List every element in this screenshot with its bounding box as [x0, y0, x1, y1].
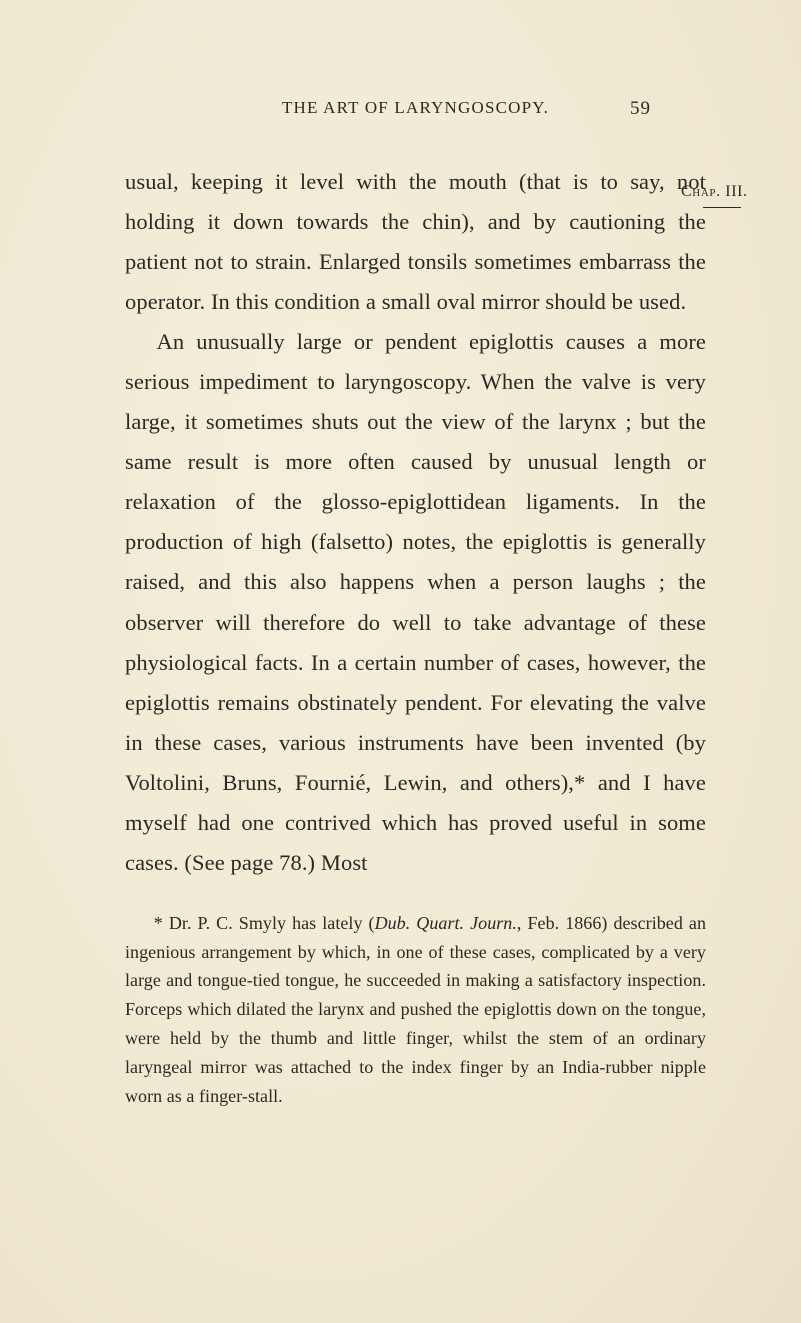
margin-note: Chap. III. [681, 182, 773, 208]
chapter-label: Chap. III. [681, 183, 748, 200]
paragraph-1: usual, keeping it level with the mouth (… [125, 162, 706, 322]
body-text: usual, keeping it level with the mouth (… [125, 162, 706, 883]
footnote-marker: * [154, 913, 163, 933]
page: THE ART OF LARYNGOSCOPY. 59 Chap. III. u… [0, 0, 801, 1323]
footnote-text: * Dr. P. C. Smyly has lately (Dub. Quart… [125, 909, 706, 1111]
running-title: THE ART OF LARYNGOSCOPY. [282, 98, 549, 118]
footnote: * Dr. P. C. Smyly has lately (Dub. Quart… [125, 909, 706, 1111]
footnote-tail: , Feb. 1866) described an ingenious arra… [125, 913, 706, 1106]
paragraph-2: An unusually large or pendent epiglottis… [125, 322, 706, 883]
footnote-lead: Dr. P. C. Smyly has lately ( [163, 913, 375, 933]
running-head: THE ART OF LARYNGOSCOPY. 59 [125, 98, 706, 118]
page-number: 59 [630, 98, 651, 120]
footnote-citation: Dub. Quart. Journ. [375, 913, 517, 933]
sidenote-rule [703, 207, 741, 208]
